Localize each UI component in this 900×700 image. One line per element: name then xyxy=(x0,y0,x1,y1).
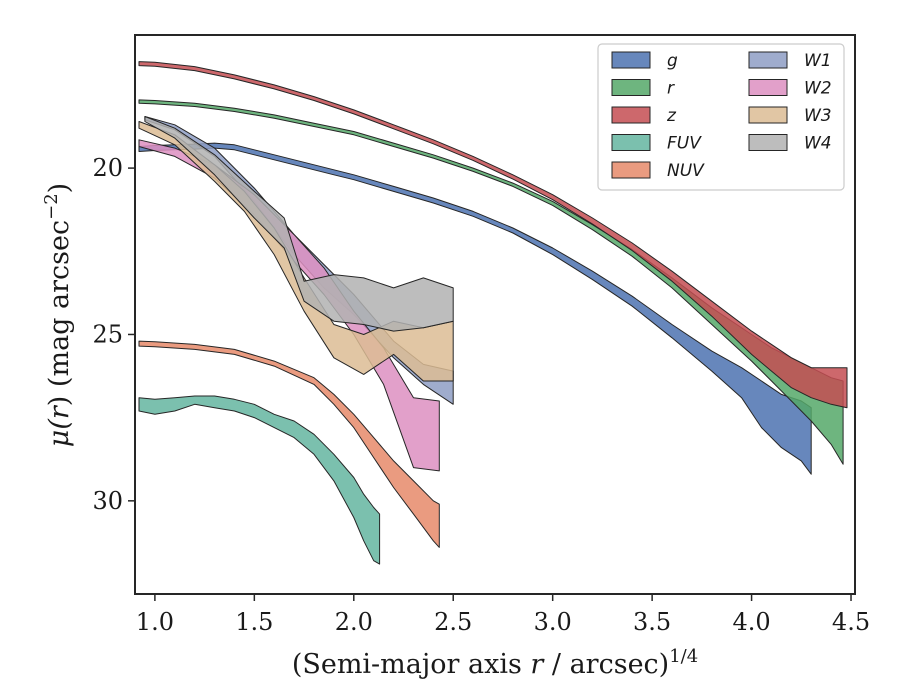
legend-swatch-z xyxy=(612,107,650,123)
chart-figure: 1.0 1.5 2.0 2.5 3.0 3.5 4.0 4.5 20 25 30 (Semi-ma… xyxy=(0,0,900,700)
x-tick-label: 4.5 xyxy=(832,608,870,636)
legend: grz FUV NUV W1 W2 W3 W4 xyxy=(598,44,844,190)
legend-label-w2: W2 xyxy=(804,79,832,99)
legend-swatch-w1 xyxy=(749,52,787,68)
legend-label-w1: W1 xyxy=(804,51,832,71)
y-axis-label: μ(r) (mag arcsec−2) xyxy=(41,183,75,447)
legend-label-nuv: NUV xyxy=(667,161,705,181)
legend-swatch-w4 xyxy=(749,135,787,151)
legend-swatch-w2 xyxy=(749,80,787,96)
legend-label-w3: W3 xyxy=(804,106,832,126)
x-axis-label: (Semi-major axis r / arcsec)1/4 xyxy=(292,646,698,680)
x-tick-label: 4.0 xyxy=(732,608,770,636)
y-tick-label: 20 xyxy=(92,154,123,182)
x-tick-label: 2.5 xyxy=(434,608,472,636)
legend-swatch-w3 xyxy=(749,107,787,123)
legend-swatch-nuv xyxy=(612,162,650,178)
x-tick-label: 1.5 xyxy=(235,608,273,636)
legend-label-z: z xyxy=(666,106,677,126)
x-tick-label: 3.5 xyxy=(633,608,671,636)
y-tick-label: 25 xyxy=(92,320,123,348)
legend-swatch-fuv xyxy=(612,135,650,151)
legend-label-r: r xyxy=(667,79,675,99)
legend-swatch-r xyxy=(612,80,650,96)
y-tick-label: 30 xyxy=(92,487,123,515)
legend-label-fuv: FUV xyxy=(667,134,702,154)
x-tick-label: 3.0 xyxy=(534,608,572,636)
x-tick-label: 2.0 xyxy=(335,608,373,636)
legend-swatch-g xyxy=(612,52,650,68)
x-tick-label: 1.0 xyxy=(136,608,174,636)
legend-label-w4: W4 xyxy=(804,134,832,154)
legend-label-g: g xyxy=(667,51,678,71)
